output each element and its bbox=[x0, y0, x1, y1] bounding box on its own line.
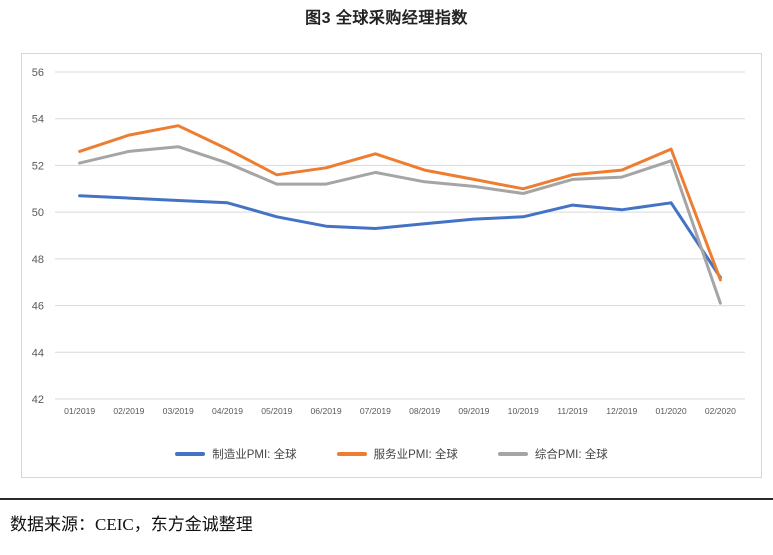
x-axis-tick-label: 01/2019 bbox=[64, 406, 95, 416]
footer-divider bbox=[0, 498, 773, 500]
x-axis-tick-label: 02/2020 bbox=[705, 406, 736, 416]
manufacturing-line-marker-icon bbox=[175, 452, 206, 456]
services-line-marker-icon bbox=[336, 452, 367, 456]
y-axis-tick-label: 54 bbox=[32, 114, 44, 126]
x-axis-tick-label: 10/2019 bbox=[508, 406, 539, 416]
y-axis-tick-label: 52 bbox=[32, 160, 44, 172]
series-line-0 bbox=[78, 194, 722, 279]
legend-label-services: 服务业PMI: 全球 bbox=[373, 449, 458, 461]
pmi-line-chart: 56 54 52 50 48 46 44 42 01/2019 02/2019 03/2019 04/… bbox=[32, 67, 745, 416]
x-axis-tick-label: 08/2019 bbox=[409, 406, 440, 416]
legend-item-manufacturing: 制造业PMI: 全球 bbox=[175, 446, 297, 462]
y-axis-tick-label: 44 bbox=[32, 347, 44, 359]
series-line-2 bbox=[78, 145, 722, 305]
y-axis-tick-label: 48 bbox=[32, 254, 44, 266]
x-axis-tick-label: 06/2019 bbox=[311, 406, 342, 416]
legend-item-services: 服务业PMI: 全球 bbox=[336, 446, 458, 462]
x-axis-tick-label: 05/2019 bbox=[261, 406, 292, 416]
chart-frame: 56 54 52 50 48 46 44 42 01/2019 02/2019 03/2019 04/… bbox=[21, 53, 762, 478]
legend-label-composite: 综合PMI: 全球 bbox=[534, 449, 608, 461]
x-axis-tick-label: 07/2019 bbox=[360, 406, 391, 416]
chart-legend: 制造业PMI: 全球 服务业PMI: 全球 综合PMI: 全球 bbox=[22, 446, 761, 462]
data-source-note: 数据来源：CEIC，东方金诚整理 bbox=[10, 515, 253, 534]
x-axis-tick-label: 11/2019 bbox=[557, 406, 588, 416]
composite-line-marker-icon bbox=[497, 452, 528, 456]
y-axis-tick-label: 50 bbox=[32, 207, 44, 219]
y-axis-tick-label: 42 bbox=[32, 394, 44, 406]
y-axis-tick-label: 46 bbox=[32, 301, 44, 313]
x-axis-tick-label: 02/2019 bbox=[113, 406, 144, 416]
y-axis-tick-label: 56 bbox=[32, 67, 44, 79]
x-axis-tick-label: 03/2019 bbox=[163, 406, 194, 416]
x-axis-tick-label: 04/2019 bbox=[212, 406, 243, 416]
x-axis-tick-label: 12/2019 bbox=[606, 406, 637, 416]
chart-title: 图3 全球采购经理指数 bbox=[305, 10, 468, 27]
legend-item-composite: 综合PMI: 全球 bbox=[497, 446, 608, 462]
series-line-1 bbox=[78, 124, 722, 282]
x-axis-tick-label: 01/2020 bbox=[656, 406, 687, 416]
x-axis-tick-label: 09/2019 bbox=[458, 406, 489, 416]
legend-label-manufacturing: 制造业PMI: 全球 bbox=[212, 449, 297, 461]
